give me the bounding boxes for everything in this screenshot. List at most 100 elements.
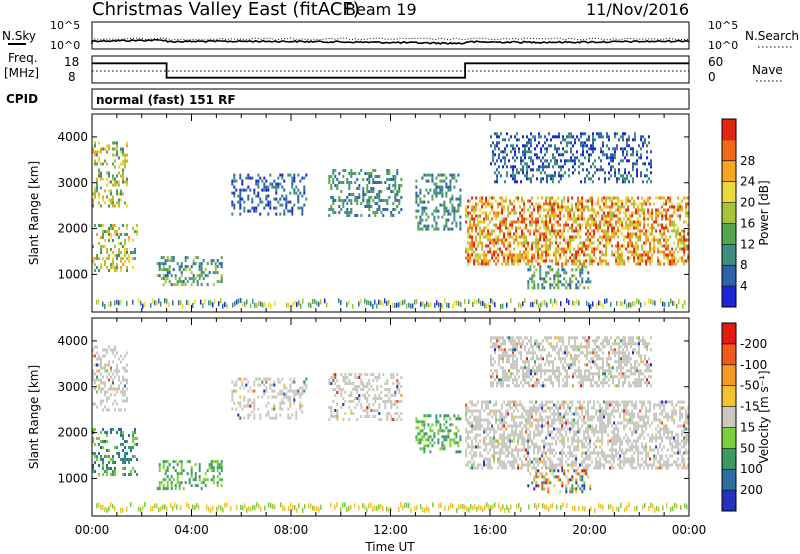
power-cell (164, 262, 167, 266)
power-cell (543, 220, 546, 224)
power-cell (554, 159, 556, 163)
power-cell (629, 223, 632, 227)
power-cell (392, 302, 394, 308)
power-cell (427, 224, 430, 228)
velocity-cell (372, 397, 375, 400)
power-cell (659, 223, 662, 227)
power-cell (388, 299, 390, 305)
power-cell (386, 202, 389, 205)
power-cell (603, 196, 606, 200)
power-cell (497, 256, 500, 260)
power-cell (661, 214, 664, 218)
power-cell (156, 274, 159, 278)
power-cell (571, 226, 574, 230)
power-cell (639, 232, 642, 236)
freq-unit-label: [MHz] (4, 66, 39, 80)
power-cell (587, 199, 590, 203)
power-cell (537, 247, 540, 251)
velocity-cell (519, 436, 522, 440)
power-cell (504, 159, 506, 163)
velocity-cell (344, 391, 347, 394)
power-cell (265, 188, 268, 192)
velocity-cell (132, 446, 134, 449)
power-cell (528, 147, 530, 151)
velocity-cell (336, 385, 339, 388)
velocity-cell (400, 412, 403, 415)
power-cell (618, 177, 620, 181)
power-cell (503, 244, 506, 248)
power-cell (528, 150, 530, 154)
velocity-cell (557, 463, 560, 467)
velocity-cell (100, 357, 102, 361)
velocity-cell (539, 460, 542, 464)
power-cell (581, 268, 584, 272)
power-cell (559, 247, 562, 251)
power-cell (459, 227, 462, 231)
power-cell (198, 277, 201, 281)
velocity-cell (220, 484, 223, 488)
power-cell (305, 197, 308, 201)
power-cell (587, 223, 590, 227)
velocity-cell (453, 441, 456, 445)
power-cell (368, 181, 371, 184)
power-cell (102, 236, 104, 239)
power-cell (554, 156, 556, 160)
power-cell (514, 147, 516, 151)
velocity-cell (124, 446, 126, 449)
velocity-cell (535, 412, 538, 416)
velocity-cell (360, 406, 363, 409)
power-cell (506, 174, 508, 178)
power-cell (112, 239, 114, 242)
velocity-cell (370, 385, 373, 388)
power-cell (602, 135, 604, 139)
velocity-cell (354, 373, 357, 376)
power-cell (475, 259, 478, 263)
power-cell (287, 200, 290, 204)
power-cell (619, 211, 622, 215)
velocity-cell (477, 400, 480, 404)
power-cell (537, 196, 540, 200)
power-cell (471, 223, 474, 227)
velocity-cell (487, 427, 490, 431)
velocity-cell (483, 439, 486, 443)
velocity-cell (545, 442, 548, 446)
velocity-cell (507, 460, 510, 464)
velocity-cell (519, 448, 522, 452)
power-cell (544, 171, 546, 175)
velocity-cell (293, 398, 296, 402)
power-cell (625, 247, 628, 251)
power-cell (267, 203, 270, 207)
power-cell (623, 238, 626, 242)
power-colorbar-tick-label: 8 (740, 258, 748, 272)
power-cell (573, 211, 576, 215)
power-cell (679, 232, 682, 236)
power-cell (303, 188, 306, 192)
power-cell (330, 175, 333, 178)
power-cell (104, 260, 106, 263)
velocity-cell (231, 389, 234, 393)
power-cell (451, 227, 454, 231)
power-cell (677, 196, 680, 200)
power-cell (552, 174, 554, 178)
power-cell (649, 196, 652, 200)
power-cell (370, 172, 373, 175)
power-cell (661, 250, 664, 254)
freq-panel-frame (91, 55, 690, 84)
velocity-cell (136, 458, 138, 461)
velocity-cell (515, 421, 518, 425)
power-cell (625, 199, 628, 203)
velocity-cell (459, 438, 462, 442)
power-cell (312, 298, 314, 304)
power-cell (398, 187, 401, 190)
power-cell (501, 199, 504, 203)
power-cell (362, 199, 365, 202)
power-cell (677, 229, 680, 233)
velocity-cell (465, 430, 468, 434)
velocity-cell (471, 463, 474, 467)
velocity-cell (455, 426, 458, 430)
power-cell (558, 153, 560, 157)
velocity-cell (188, 478, 191, 482)
velocity-cell (473, 466, 476, 470)
power-cell (677, 241, 680, 245)
power-cell (651, 253, 654, 257)
